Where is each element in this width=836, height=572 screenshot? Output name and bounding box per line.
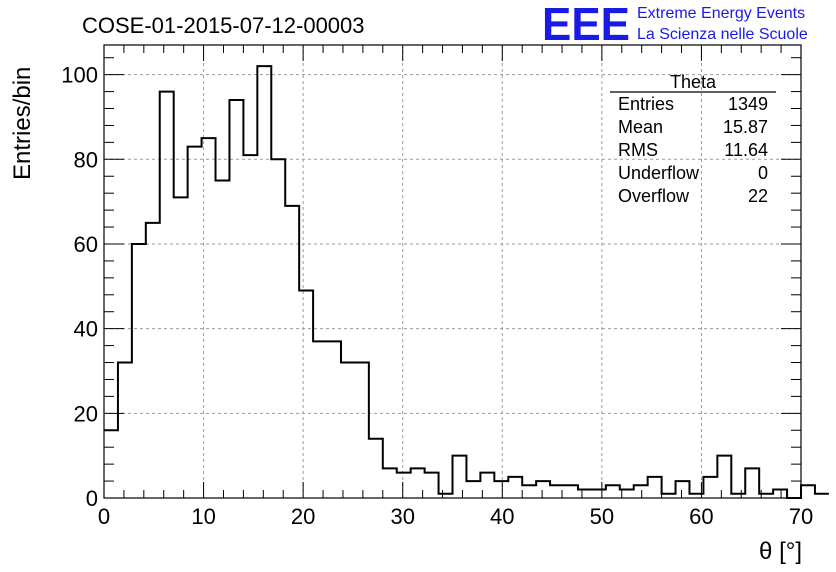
x-axis-label: θ [°]	[759, 538, 802, 565]
stats-label-mean: Mean	[618, 117, 663, 137]
axis-ticks	[103, 45, 802, 499]
plot-frame	[103, 44, 802, 499]
x-tick-label: 20	[291, 504, 315, 529]
x-tick-label: 40	[490, 504, 514, 529]
y-tick-label: 100	[61, 63, 98, 88]
y-tick-label: 20	[74, 401, 98, 426]
stats-label-underflow: Underflow	[618, 163, 700, 183]
chart-title: COSE-01-2015-07-12-00003	[82, 13, 365, 38]
histogram-series	[104, 65, 829, 499]
logo-subtitle-line2: La Scienza nelle Scuole	[637, 26, 808, 43]
stats-title: Theta	[670, 72, 717, 92]
stats-value-entries: 1349	[728, 94, 768, 114]
y-tick-label: 0	[86, 486, 98, 511]
y-tick-label: 40	[74, 317, 98, 342]
grid	[104, 45, 801, 498]
x-tick-label: 0	[98, 504, 110, 529]
y-axis-label: Entries/bin	[9, 67, 36, 180]
stats-box: Theta Entries 1349 Mean 15.87 RMS 11.64 …	[610, 72, 776, 206]
x-tick-label: 60	[689, 504, 713, 529]
stats-value-overflow: 22	[748, 186, 768, 206]
x-tick-label: 10	[191, 504, 215, 529]
y-tick-label: 60	[74, 232, 98, 257]
logo-subtitle-line1: Extreme Energy Events	[637, 5, 805, 22]
x-tick-label: 30	[390, 504, 414, 529]
stats-label-rms: RMS	[618, 140, 658, 160]
x-tick-label: 50	[590, 504, 614, 529]
stats-value-rms: 11.64	[724, 140, 768, 160]
eee-logo: EEE	[542, 0, 630, 50]
tick-labels: 0 10 20 30 40 50 60 70 0 20 40 60 80 100	[61, 63, 813, 529]
x-tick-label: 70	[789, 504, 813, 529]
stats-label-entries: Entries	[618, 94, 674, 114]
y-tick-label: 80	[74, 147, 98, 172]
stats-value-underflow: 0	[758, 163, 768, 183]
stats-label-overflow: Overflow	[618, 186, 690, 206]
stats-value-mean: 15.87	[723, 117, 768, 137]
